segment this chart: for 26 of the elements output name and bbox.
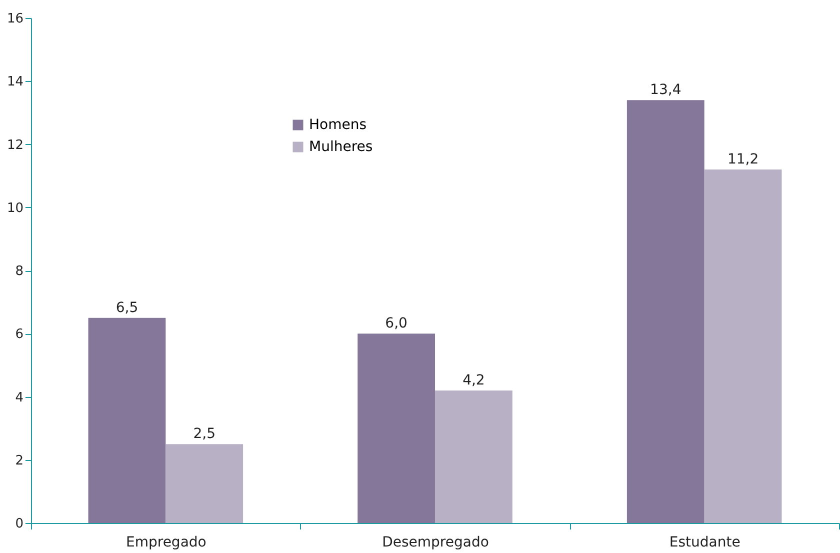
legend-label: Homens — [309, 117, 367, 133]
bar — [704, 170, 782, 523]
x-tick-label: Estudante — [669, 534, 740, 550]
x-tick-label: Empregado — [126, 534, 206, 550]
y-tick-label: 0 — [15, 516, 24, 532]
data-label: 6,0 — [385, 316, 408, 332]
data-label: 11,2 — [727, 152, 759, 168]
bar — [88, 318, 166, 523]
bar — [435, 390, 512, 523]
x-tick-label: Desempregado — [382, 534, 489, 550]
y-tick-label: 10 — [6, 200, 24, 216]
legend-label: Mulheres — [309, 139, 373, 155]
y-tick-label: 4 — [15, 390, 24, 406]
data-label: 4,2 — [462, 372, 485, 388]
data-label: 6,5 — [116, 300, 138, 316]
bar — [166, 444, 244, 523]
bar — [358, 334, 435, 523]
y-tick-label: 12 — [6, 138, 24, 153]
data-label: 2,5 — [193, 426, 216, 442]
data-label: 13,4 — [650, 82, 682, 98]
bar — [626, 100, 704, 523]
y-tick-label: 2 — [15, 453, 24, 468]
y-tick-label: 8 — [15, 264, 24, 279]
y-tick-label: 16 — [6, 12, 24, 26]
y-tick-label: 6 — [15, 327, 24, 342]
y-tick-label: 14 — [6, 74, 24, 90]
